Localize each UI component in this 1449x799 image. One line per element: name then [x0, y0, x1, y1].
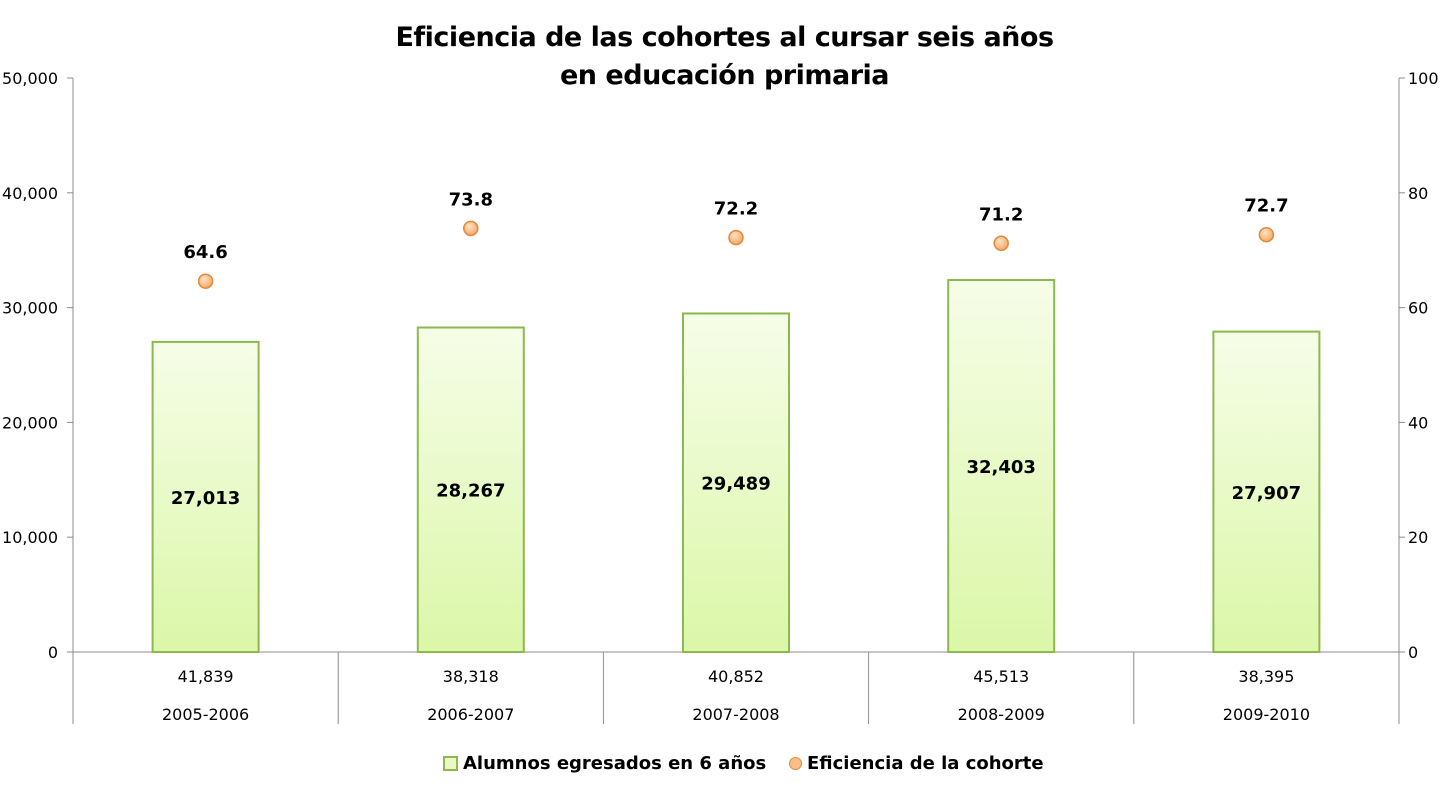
table-value: 38,318 [443, 667, 499, 686]
bar [1212, 330, 1321, 653]
bar-value-label: 27,013 [171, 488, 240, 509]
dot [463, 220, 479, 237]
table-value: 40,852 [708, 667, 764, 686]
bar [682, 312, 790, 653]
bar-value-label: 29,489 [701, 474, 770, 495]
x-tick-label: 2005-2006 [162, 705, 249, 724]
dot-value-label: 72.2 [714, 199, 758, 220]
dot-value-label: 72.7 [1244, 196, 1288, 217]
y-right-tick-label: 100 [1408, 69, 1439, 88]
y-left-tick-label: 40,000 [2, 184, 58, 203]
y-left-tick-label: 30,000 [2, 299, 58, 318]
dot-value-label: 64.6 [183, 242, 227, 263]
y-left-tick-label: 10,000 [2, 528, 58, 547]
legend-item-bars: Alumnos egresados en 6 años [443, 753, 766, 774]
table-value: 41,839 [178, 667, 234, 686]
chart-title-line-1: Eficiencia de las cohortes al cursar sei… [395, 22, 1054, 53]
bar [416, 326, 525, 653]
legend-dot-swatch [789, 757, 802, 770]
y-left-tick-label: 0 [48, 643, 58, 662]
chart-title-line-2: en educación primaria [560, 60, 890, 91]
x-tick-label: 2007-2008 [692, 705, 779, 724]
legend-item-dots: Eficiencia de la cohorte [789, 753, 1044, 774]
y-right-tick-label: 60 [1408, 299, 1428, 318]
y-right-tick-label: 0 [1408, 643, 1418, 662]
table-value: 38,395 [1238, 667, 1294, 686]
bar [947, 279, 1056, 653]
x-tick-label: 2008-2009 [958, 705, 1045, 724]
bar [151, 340, 260, 653]
legend-bar-swatch [443, 756, 458, 771]
bar-value-label: 27,907 [1232, 483, 1301, 504]
table-value: 45,513 [973, 667, 1029, 686]
legend-label-bars: Alumnos egresados en 6 años [463, 753, 767, 774]
y-right-tick-label: 40 [1408, 413, 1428, 432]
y-right-tick-label: 20 [1408, 528, 1428, 547]
dot-value-label: 73.8 [449, 189, 493, 210]
x-tick-label: 2009-2010 [1223, 705, 1310, 724]
dot-value-label: 71.2 [979, 204, 1023, 225]
legend-label-dots: Eficiencia de la cohorte [807, 753, 1044, 774]
y-left-tick-label: 50,000 [2, 69, 58, 88]
x-tick-label: 2006-2007 [427, 705, 514, 724]
dot [728, 229, 744, 246]
bar-value-label: 32,403 [966, 457, 1035, 478]
dot [993, 235, 1009, 252]
dot [197, 273, 214, 289]
y-right-tick-label: 80 [1408, 184, 1428, 203]
bar-value-label: 28,267 [436, 481, 505, 502]
legend: Alumnos egresados en 6 años Eficiencia d… [0, 753, 1449, 777]
y-left-tick-label: 20,000 [2, 413, 58, 432]
dot [1258, 226, 1275, 243]
